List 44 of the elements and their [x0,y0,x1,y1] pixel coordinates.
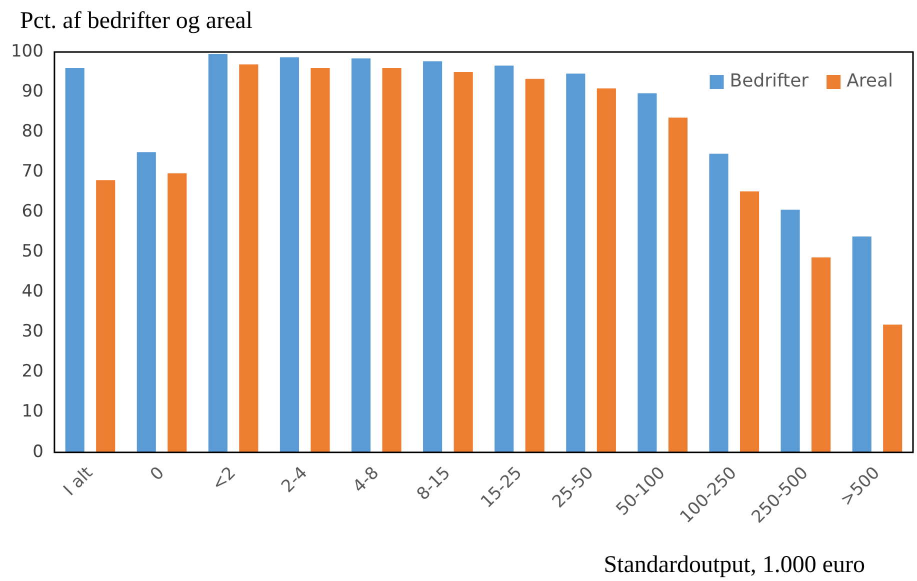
bar [65,68,84,452]
x-tick-label: I alt [60,462,98,500]
x-tick-label: 0 [146,463,168,485]
bar [239,64,258,452]
bar [852,236,872,452]
y-tick-label: 20 [22,362,44,382]
bar [351,58,371,452]
y-tick-label: 30 [22,322,44,342]
bar [709,154,728,452]
y-tick-label: 60 [22,202,44,222]
y-tick-label: 100 [10,41,44,62]
legend-label: Bedrifter [730,70,810,92]
y-tick-label: 80 [22,121,44,142]
x-tick-label: <2 [208,463,240,495]
bar [780,210,800,452]
x-tick-label: 2-4 [278,463,312,497]
y-tick-label: 40 [22,282,44,302]
bar [96,180,116,452]
bar [883,324,902,452]
bar [812,257,831,452]
bar [740,191,760,452]
y-tick-label: 50 [22,242,44,262]
bar [454,72,473,452]
bar [525,78,544,452]
y-axis-title: Pct. af bedrifter og areal [20,8,253,35]
y-tick-label: 70 [22,162,44,182]
bar [668,118,688,452]
bar [638,93,657,452]
x-axis-title: Standardoutput, 1.000 euro [604,552,865,579]
legend-label: Areal [846,70,894,92]
bar [596,88,616,452]
y-tick-label: 0 [32,442,44,462]
bar [566,74,586,452]
bar [382,68,402,452]
y-tick-label: 10 [22,402,44,422]
bar [310,68,330,452]
bar [168,173,187,452]
bar [280,57,300,452]
bar [423,61,442,452]
bar [208,54,228,452]
bar [494,66,514,452]
bar [136,152,156,452]
x-tick-label: 4-8 [349,463,384,497]
y-tick-label: 90 [22,81,44,102]
